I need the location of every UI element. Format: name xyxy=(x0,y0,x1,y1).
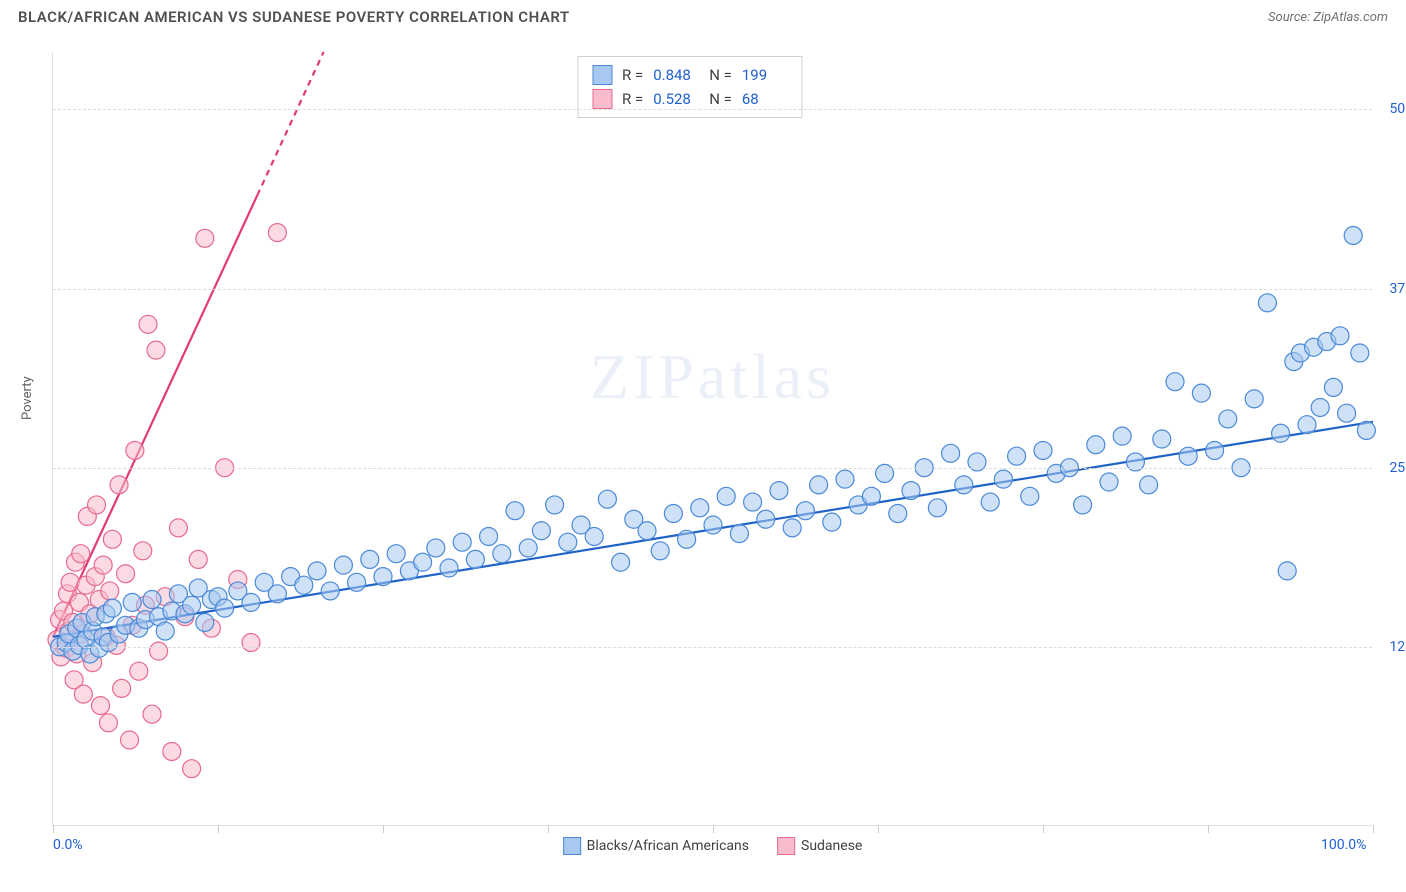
r-label: R = xyxy=(622,87,643,111)
n-label: N = xyxy=(709,87,732,111)
legend-row: R = 0.528 N = 68 xyxy=(592,87,788,111)
legend-swatch xyxy=(592,65,612,85)
legend-swatch xyxy=(777,837,795,855)
y-tick-label: 50.0% xyxy=(1389,101,1406,117)
r-value: 0.848 xyxy=(653,63,699,87)
x-tick-label: 100.0% xyxy=(1321,837,1366,853)
legend-item: Sudanese xyxy=(777,837,862,855)
legend-item: Blacks/African Americans xyxy=(563,837,749,855)
legend-swatch xyxy=(592,89,612,109)
n-label: N = xyxy=(709,63,732,87)
r-value: 0.528 xyxy=(653,87,699,111)
y-axis-label: Poverty xyxy=(20,376,35,420)
legend-swatch xyxy=(563,837,581,855)
chart-source: Source: ZipAtlas.com xyxy=(1268,10,1388,25)
n-value: 199 xyxy=(742,63,788,87)
r-label: R = xyxy=(622,63,643,87)
series-legend: Blacks/African Americans Sudanese xyxy=(563,837,863,855)
chart-title: BLACK/AFRICAN AMERICAN VS SUDANESE POVER… xyxy=(18,8,570,26)
y-tick-label: 25.0% xyxy=(1389,460,1406,476)
y-tick-label: 37.5% xyxy=(1389,281,1406,297)
legend-label: Blacks/African Americans xyxy=(587,838,749,854)
scatter-plot xyxy=(53,52,1372,825)
x-tick-label: 0.0% xyxy=(53,837,83,853)
n-value: 68 xyxy=(742,87,788,111)
legend-label: Sudanese xyxy=(801,838,862,854)
legend-row: R = 0.848 N = 199 xyxy=(592,63,788,87)
chart-area: ZIPatlas R = 0.848 N = 199 R = 0.528 N =… xyxy=(52,52,1372,826)
y-tick-label: 12.5% xyxy=(1389,639,1406,655)
